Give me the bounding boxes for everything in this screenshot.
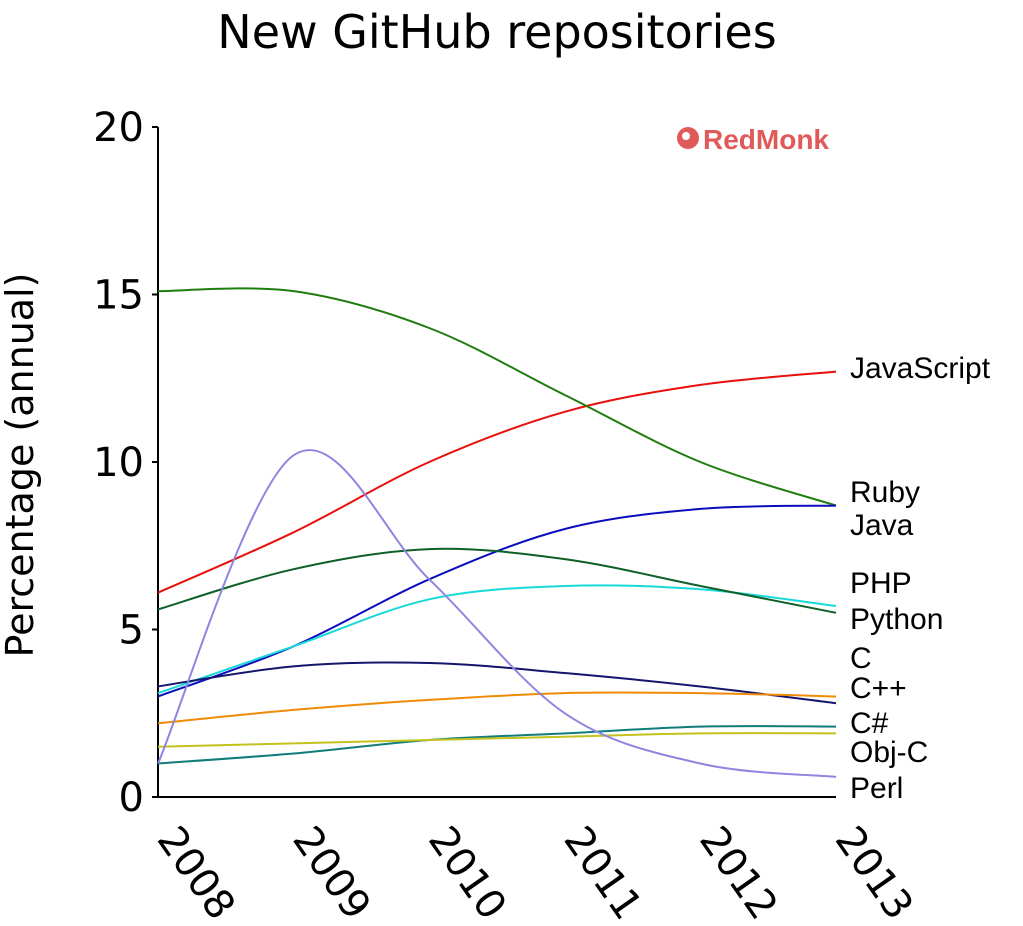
- y-tick-label: 10: [93, 440, 144, 486]
- series-label-obj-c: Obj-C: [850, 736, 928, 769]
- y-tick-label: 20: [93, 105, 144, 151]
- series-label-java: Java: [850, 509, 914, 542]
- x-tick-label: 2009: [283, 818, 379, 926]
- series-line-javascript: [157, 370, 837, 594]
- series-label-perl: Perl: [850, 772, 903, 805]
- y-axis-label: Percentage (annual): [0, 273, 42, 658]
- series-line-php: [157, 584, 837, 695]
- series-line-c: [157, 661, 837, 705]
- x-tick-label: 2008: [148, 818, 244, 926]
- series-line-perl: [157, 449, 837, 778]
- y-tick-label: 15: [93, 273, 144, 319]
- y-ticks: 0 5 10 15 20: [93, 105, 158, 821]
- redmonk-logo-icon-eye: [682, 132, 690, 140]
- redmonk-logo: RedMonk: [677, 124, 829, 155]
- series-line-ruby: [157, 287, 837, 507]
- series-label-python: Python: [850, 603, 943, 636]
- y-tick-label: 0: [119, 775, 144, 821]
- series-line-obj-c: [157, 732, 837, 748]
- x-tick-label: 2011: [555, 818, 651, 926]
- x-tick-label: 2012: [690, 818, 786, 926]
- x-ticks: 2008 2009 2010 2011 2012 2013: [148, 818, 922, 926]
- series-label-javascript: JavaScript: [850, 352, 991, 385]
- x-tick-label: 2013: [826, 818, 922, 926]
- y-tick-label: 5: [119, 608, 144, 654]
- x-tick-label: 2010: [419, 818, 515, 926]
- series-label-csharp: C#: [850, 707, 889, 740]
- series-label-php: PHP: [850, 567, 912, 600]
- series-lines: [157, 287, 837, 778]
- series-line-java: [157, 504, 837, 698]
- series-line-cpp: [157, 691, 837, 725]
- chart-title: New GitHub repositories: [217, 5, 776, 59]
- series-line-python: [157, 547, 837, 614]
- series-label-ruby: Ruby: [850, 476, 920, 509]
- series-label-c: C: [850, 642, 872, 675]
- series-label-cpp: C++: [850, 672, 907, 705]
- redmonk-logo-text: RedMonk: [703, 124, 829, 155]
- series-line-csharp: [157, 725, 837, 765]
